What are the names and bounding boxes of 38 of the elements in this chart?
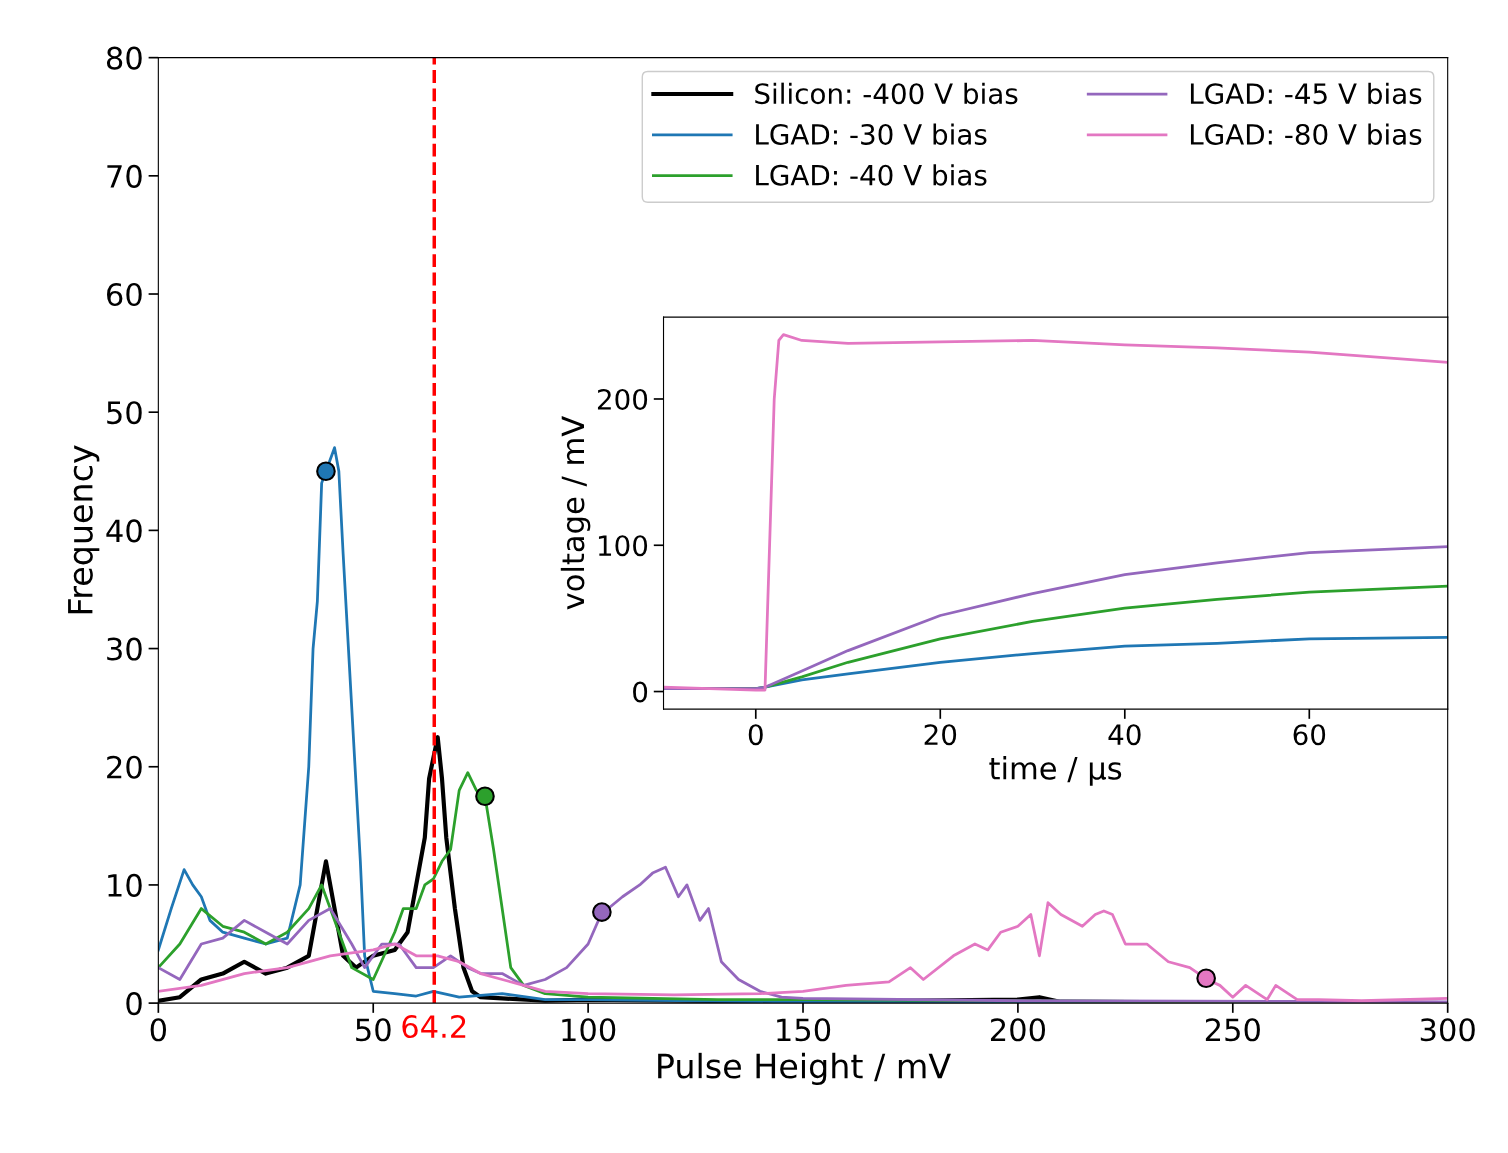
y-tick-label: 50 [107, 401, 142, 425]
line-series [663, 333, 1448, 692]
y-tick-label: 100 [598, 535, 648, 557]
x-tick-label: 50 [356, 1018, 391, 1042]
x-axis-title: time / μs [989, 756, 1122, 786]
x-tick-label: 40 [1108, 724, 1141, 746]
point [316, 461, 336, 482]
y-tick-label: 70 [107, 164, 142, 188]
y-tick-label: 60 [107, 282, 142, 307]
x-tick-label: 200 [990, 1018, 1046, 1042]
x-tick-label: 0 [150, 1018, 167, 1042]
x-tick-label: 100 [562, 1018, 616, 1042]
y-tick-label: 0 [126, 992, 142, 1016]
x-tick-label: 250 [1205, 1018, 1260, 1042]
y-tick-label: 40 [106, 519, 142, 543]
y-axis-title: voltage / mV [560, 416, 591, 610]
legend-label: LGAD: -80 V bias [1190, 123, 1422, 145]
x-tick-label: 300 [1420, 1018, 1475, 1042]
x-tick-label: 60 [1293, 724, 1326, 746]
legend-label: LGAD: -40 V bias [756, 164, 987, 186]
y-axis-title: Frequency [68, 445, 100, 614]
x-tick-label: 20 [924, 724, 957, 746]
y-tick-label: 10 [108, 873, 142, 897]
x-tick-label: 0 [748, 724, 763, 746]
point [475, 786, 495, 807]
y-tick-label: 0 [633, 681, 648, 703]
y-tick-label: 20 [107, 755, 142, 779]
ref-line-label: 64.2 [402, 1014, 466, 1039]
y-tick-label: 200 [597, 388, 648, 410]
legend-label: Silicon: -400 V bias [755, 82, 1018, 105]
legend-label: LGAD: -30 V bias [756, 123, 987, 145]
point [1196, 968, 1216, 989]
point [592, 902, 612, 922]
x-axis-title: Pulse Height / mV [658, 1052, 951, 1086]
x-tick-label: 150 [777, 1018, 831, 1042]
y-tick-label: 30 [107, 637, 142, 661]
legend-label: LGAD: -45 V bias [1190, 82, 1422, 105]
y-tick-label: 80 [106, 46, 142, 70]
